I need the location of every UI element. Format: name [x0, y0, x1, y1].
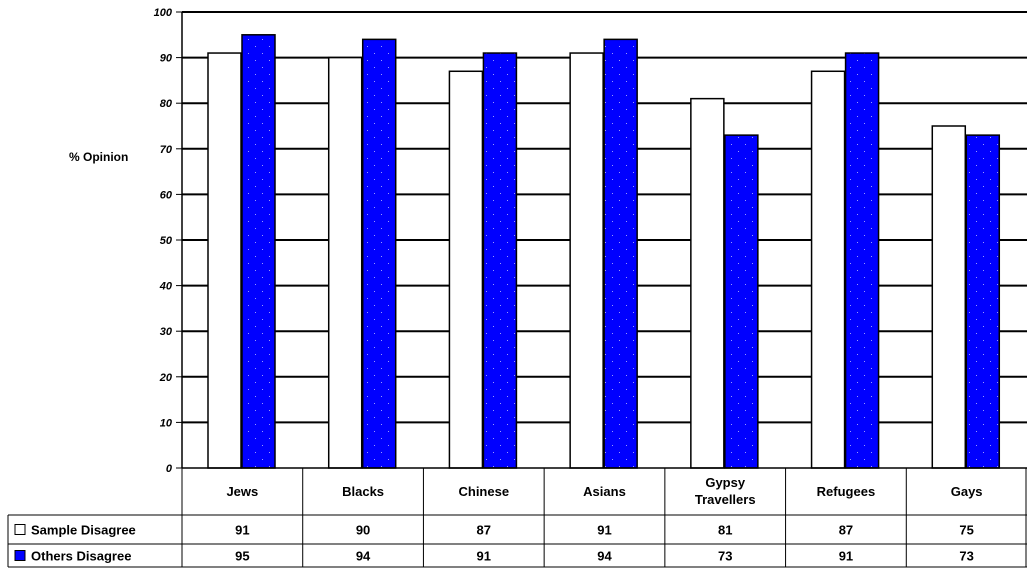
- y-axis-label: % Opinion: [69, 150, 128, 164]
- bar-others-disagree: [241, 34, 276, 469]
- table-value: 91: [597, 523, 611, 538]
- table-value: 75: [959, 523, 973, 538]
- y-tick-label: 60: [160, 189, 173, 201]
- table-value: 90: [356, 523, 370, 538]
- category-label: Asians: [583, 484, 626, 499]
- y-tick-label: 100: [154, 7, 173, 19]
- table-value: 94: [356, 549, 371, 564]
- legend-key-others-disagree: [14, 550, 26, 561]
- legend-key-sample-disagree: [14, 524, 26, 535]
- category-label: Refugees: [817, 484, 876, 499]
- bar-others-disagree: [603, 38, 638, 469]
- bar-others-disagree: [482, 52, 518, 469]
- y-tick-label: 70: [160, 144, 173, 156]
- y-tick-label: 40: [159, 281, 173, 293]
- category-label: Chinese: [458, 484, 509, 499]
- bar-others-disagree: [965, 134, 1001, 469]
- table-value: 73: [959, 549, 973, 564]
- bar-sample-disagree: [690, 97, 725, 469]
- y-tick-label: 90: [160, 53, 173, 65]
- y-tick-label: 10: [160, 417, 173, 429]
- category-label: Jews: [226, 484, 258, 499]
- bar-others-disagree: [361, 38, 397, 469]
- category-label: Gays: [951, 484, 983, 499]
- y-tick-label: 50: [160, 235, 173, 247]
- legend-label: Sample Disagree: [31, 523, 136, 538]
- legend-label: Others Disagree: [31, 549, 131, 564]
- bar-sample-disagree: [207, 52, 242, 469]
- y-tick-label: 30: [160, 326, 173, 338]
- y-tick-label: 0: [166, 463, 173, 475]
- bar-sample-disagree: [569, 52, 604, 469]
- bar-sample-disagree: [327, 56, 363, 469]
- table-value: 73: [718, 549, 732, 564]
- bar-sample-disagree: [448, 70, 484, 469]
- table-value: 81: [718, 523, 732, 538]
- bar-sample-disagree: [810, 70, 846, 469]
- table-value: 91: [839, 549, 853, 564]
- bar-others-disagree: [724, 134, 759, 469]
- category-label: Gypsy Travellers: [695, 475, 756, 507]
- bar-sample-disagree: [931, 125, 967, 469]
- category-label: Blacks: [342, 484, 384, 499]
- table-value: 94: [597, 549, 612, 564]
- y-tick-label: 20: [159, 372, 173, 384]
- table-value: 91: [477, 549, 491, 564]
- y-tick-label: 80: [160, 98, 173, 110]
- table-value: 91: [235, 523, 249, 538]
- table-value: 87: [839, 523, 853, 538]
- bar-others-disagree: [844, 52, 880, 469]
- table-value: 95: [235, 549, 249, 564]
- table-value: 87: [477, 523, 491, 538]
